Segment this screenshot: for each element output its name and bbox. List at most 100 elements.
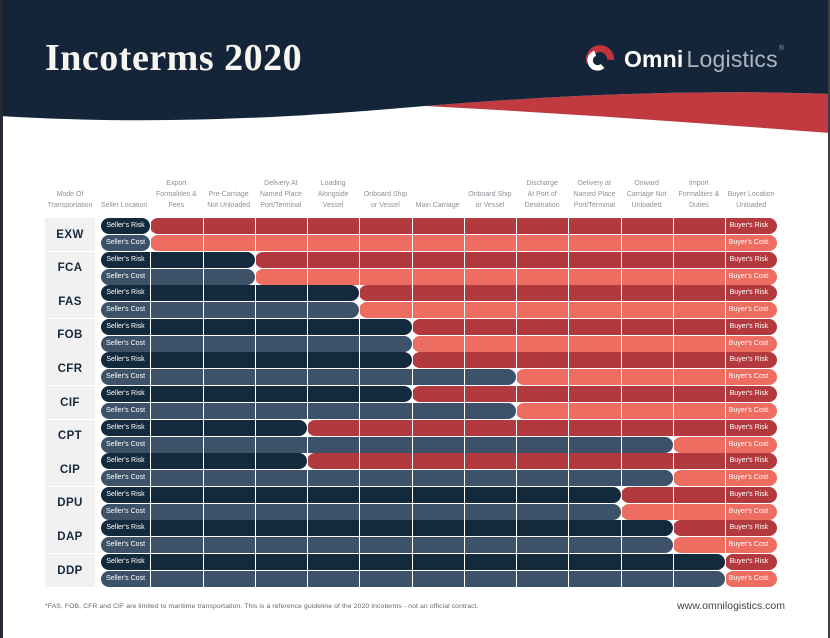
column-header: Pre-Carriage Not Unloaded bbox=[207, 191, 251, 209]
seller-risk-label: Seller's Risk bbox=[106, 524, 145, 532]
seller-risk-bar: Seller's Risk bbox=[101, 386, 412, 402]
buyer-cost-label: Buyer's Cost bbox=[728, 306, 769, 314]
column-grid-line bbox=[516, 218, 517, 587]
seller-risk-label: Seller's Risk bbox=[106, 322, 145, 330]
seller-cost-label: Seller's Cost bbox=[105, 339, 146, 347]
seller-risk-label: Seller's Risk bbox=[106, 423, 145, 431]
column-header: Main Carriage bbox=[415, 202, 460, 209]
buyer-cost-label: Buyer's Cost bbox=[728, 507, 769, 515]
buyer-cost-label: Buyer's Cost bbox=[728, 575, 769, 582]
incoterm-code-FCA: FCA bbox=[45, 251, 95, 285]
seller-risk-label: Seller's Risk bbox=[106, 222, 145, 229]
buyer-risk-bar: Buyer's Risk bbox=[307, 419, 778, 436]
buyer-risk-bar: Buyer's Risk bbox=[411, 318, 778, 335]
seller-cost-bar: Seller's Cost bbox=[101, 235, 151, 251]
seller-risk-bar: Seller's Risk bbox=[101, 218, 151, 234]
seller-cost-label: Seller's Cost bbox=[105, 272, 146, 280]
column-header: Import Formalities & Duties bbox=[678, 180, 720, 209]
buyer-risk-label: Buyer's Risk bbox=[729, 457, 769, 465]
seller-cost-bar: Seller's Cost bbox=[101, 436, 673, 453]
buyer-cost-label: Buyer's Cost bbox=[728, 339, 769, 347]
seller-cost-bar: Seller's Cost bbox=[101, 537, 673, 554]
seller-risk-label: Seller's Risk bbox=[106, 255, 145, 263]
seller-risk-label: Seller's Risk bbox=[106, 356, 145, 364]
column-header: Seller Location bbox=[100, 202, 148, 209]
column-header: Onboard Ship or Vessel bbox=[468, 191, 512, 209]
buyer-risk-label: Buyer's Risk bbox=[729, 390, 769, 397]
column-grid-line bbox=[202, 218, 204, 587]
seller-risk-label: Seller's Risk bbox=[106, 457, 145, 465]
seller-cost-label: Seller's Cost bbox=[105, 407, 146, 414]
seller-risk-bar: Seller's Risk bbox=[101, 520, 673, 537]
buyer-risk-bar: Buyer's Risk bbox=[411, 352, 778, 369]
column-header: Buyer Location Unloaded bbox=[727, 191, 775, 209]
logo-text-logistics: Logistics bbox=[686, 45, 778, 72]
column-grid-line bbox=[307, 218, 308, 587]
buyer-risk-label: Buyer's Risk bbox=[729, 356, 769, 364]
seller-cost-label: Seller's Cost bbox=[105, 373, 146, 381]
seller-risk-label: Seller's Risk bbox=[106, 390, 145, 397]
seller-cost-label: Seller's Cost bbox=[105, 440, 146, 448]
column-header: Mode Of Transportation bbox=[47, 191, 93, 209]
seller-cost-bar: Seller's Cost bbox=[101, 571, 725, 587]
column-header: Onward Carriage Not Unloaded bbox=[626, 180, 667, 209]
seller-cost-bar: Seller's Cost bbox=[101, 302, 360, 319]
seller-cost-bar: Seller's Cost bbox=[101, 335, 412, 352]
column-header: Loading Alongside Vessel bbox=[317, 180, 349, 209]
seller-risk-bar: Seller's Risk bbox=[101, 318, 412, 335]
buyer-risk-label: Buyer's Risk bbox=[729, 490, 769, 498]
buyer-cost-bar: Buyer's Cost bbox=[725, 571, 778, 587]
column-grid-line bbox=[463, 218, 465, 587]
seller-cost-label: Seller's Cost bbox=[105, 541, 146, 549]
buyer-risk-label: Buyer's Risk bbox=[729, 255, 769, 263]
seller-risk-label: Seller's Risk bbox=[106, 490, 145, 498]
incoterms-table: Mode Of Transportation Seller Location Expo… bbox=[45, 165, 778, 595]
seller-cost-bar: Seller's Cost bbox=[101, 369, 516, 386]
buyer-risk-bar: Buyer's Risk bbox=[620, 486, 778, 503]
seller-cost-label: Seller's Cost bbox=[105, 575, 146, 582]
page-border-left bbox=[0, 0, 3, 638]
buyer-cost-label: Buyer's Cost bbox=[728, 407, 769, 414]
column-grid-line bbox=[725, 218, 726, 587]
column-headers-row: Mode Of Transportation Seller Location Expo… bbox=[45, 165, 778, 211]
column-grid-line bbox=[411, 218, 413, 587]
seller-risk-bar: Seller's Risk bbox=[101, 486, 621, 503]
buyer-cost-label: Buyer's Cost bbox=[728, 474, 769, 482]
incoterm-code-DAP: DAP bbox=[45, 520, 95, 554]
column-grid-line bbox=[254, 218, 256, 587]
column-grid-line bbox=[620, 218, 622, 587]
buyer-cost-bar: Buyer's Cost bbox=[516, 403, 778, 419]
buyer-cost-label: Buyer's Cost bbox=[728, 373, 769, 381]
buyer-risk-label: Buyer's Risk bbox=[729, 423, 769, 431]
seller-risk-label: Seller's Risk bbox=[106, 289, 145, 297]
buyer-cost-label: Buyer's Cost bbox=[728, 440, 769, 448]
column-grid-line bbox=[150, 218, 152, 587]
seller-cost-bar: Seller's Cost bbox=[101, 503, 621, 520]
incoterm-code-CIP: CIP bbox=[45, 453, 95, 487]
buyer-risk-label: Buyer's Risk bbox=[729, 558, 769, 565]
incoterm-code-CPT: CPT bbox=[45, 419, 95, 453]
seller-cost-bar: Seller's Cost bbox=[101, 470, 673, 487]
buyer-risk-label: Buyer's Risk bbox=[729, 222, 769, 229]
seller-risk-bar: Seller's Risk bbox=[101, 554, 725, 570]
buyer-cost-bar: Buyer's Cost bbox=[516, 369, 778, 386]
seller-risk-bar: Seller's Risk bbox=[101, 453, 307, 470]
buyer-risk-bar: Buyer's Risk bbox=[307, 453, 778, 470]
seller-risk-label: Seller's Risk bbox=[106, 558, 145, 565]
seller-cost-label: Seller's Cost bbox=[105, 239, 146, 246]
incoterm-code-DDP: DDP bbox=[45, 554, 95, 587]
column-grid-line bbox=[359, 218, 361, 587]
website-link[interactable]: www.omnilogistics.com bbox=[677, 600, 785, 612]
seller-cost-label: Seller's Cost bbox=[105, 306, 146, 314]
buyer-risk-label: Buyer's Risk bbox=[729, 289, 769, 297]
seller-risk-bar: Seller's Risk bbox=[101, 285, 360, 302]
header-banner: Incoterms 2020 Omni Logistics ® bbox=[0, 0, 830, 150]
seller-cost-label: Seller's Cost bbox=[105, 507, 146, 515]
header-swoosh-graphic bbox=[0, 0, 830, 133]
buyer-cost-label: Buyer's Cost bbox=[728, 239, 769, 246]
incoterm-code-FAS: FAS bbox=[45, 285, 95, 319]
buyer-risk-bar: Buyer's Risk bbox=[411, 386, 778, 402]
seller-cost-bar: Seller's Cost bbox=[101, 268, 255, 285]
buyer-risk-label: Buyer's Risk bbox=[729, 524, 769, 532]
